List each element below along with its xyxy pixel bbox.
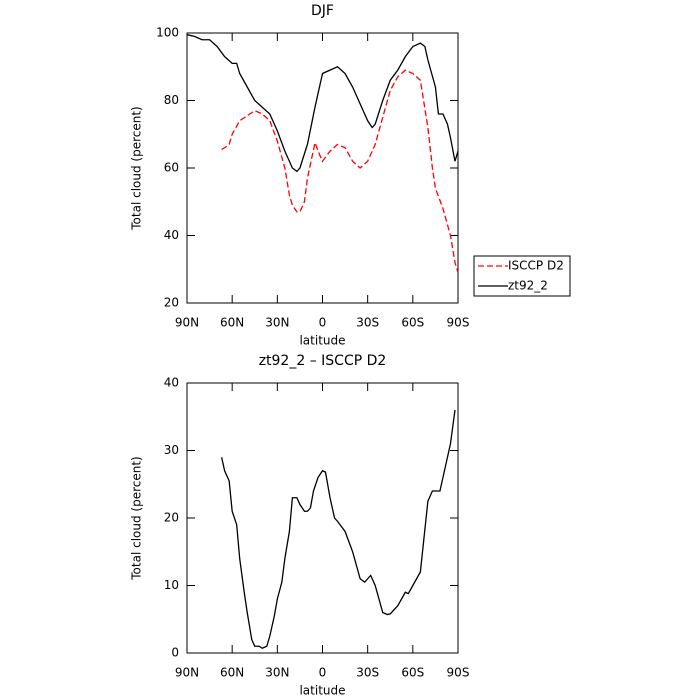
plot-frame [186,382,459,654]
x-tick-label: 90N [175,666,199,680]
legend-box [473,255,571,297]
x-tick-label: 60S [401,666,424,680]
y-tick-label: 40 [164,228,179,242]
y-tick-label: 30 [164,443,179,457]
y-tick-label: 10 [164,578,179,592]
y-tick-label: 0 [171,646,179,660]
x-axis-label: latitude [299,684,345,698]
legend-label: zt92_2 [508,279,548,293]
plot-frame [186,32,459,304]
x-tick-label: 30S [356,666,379,680]
y-tick-label: 60 [164,161,179,175]
y-tick-label: 20 [164,296,179,310]
y-axis-label: Total cloud (percent) [130,106,144,230]
data-line [220,409,456,650]
legend-label: ISCCP D2 [508,259,564,273]
x-tick-label: 30N [265,316,289,330]
x-tick-label: 30N [265,666,289,680]
x-tick-label: 60N [220,666,244,680]
y-tick-label: 20 [164,511,179,525]
data-line [186,34,459,173]
x-tick-label: 60S [401,316,424,330]
x-tick-label: 0 [319,666,327,680]
y-axis-label: Total cloud (percent) [130,456,144,580]
x-axis-label: latitude [299,334,345,348]
x-tick-label: 90S [447,316,470,330]
data-line [221,69,459,273]
x-tick-label: 60N [220,316,244,330]
x-tick-label: 0 [319,316,327,330]
x-tick-label: 30S [356,316,379,330]
y-tick-label: 80 [164,93,179,107]
y-tick-label: 100 [156,26,179,40]
chart-title: DJF [311,3,334,19]
y-tick-label: 40 [164,376,179,390]
x-tick-label: 90N [175,316,199,330]
x-tick-label: 90S [447,666,470,680]
chart-title: zt92_2 – ISCCP D2 [259,353,387,369]
